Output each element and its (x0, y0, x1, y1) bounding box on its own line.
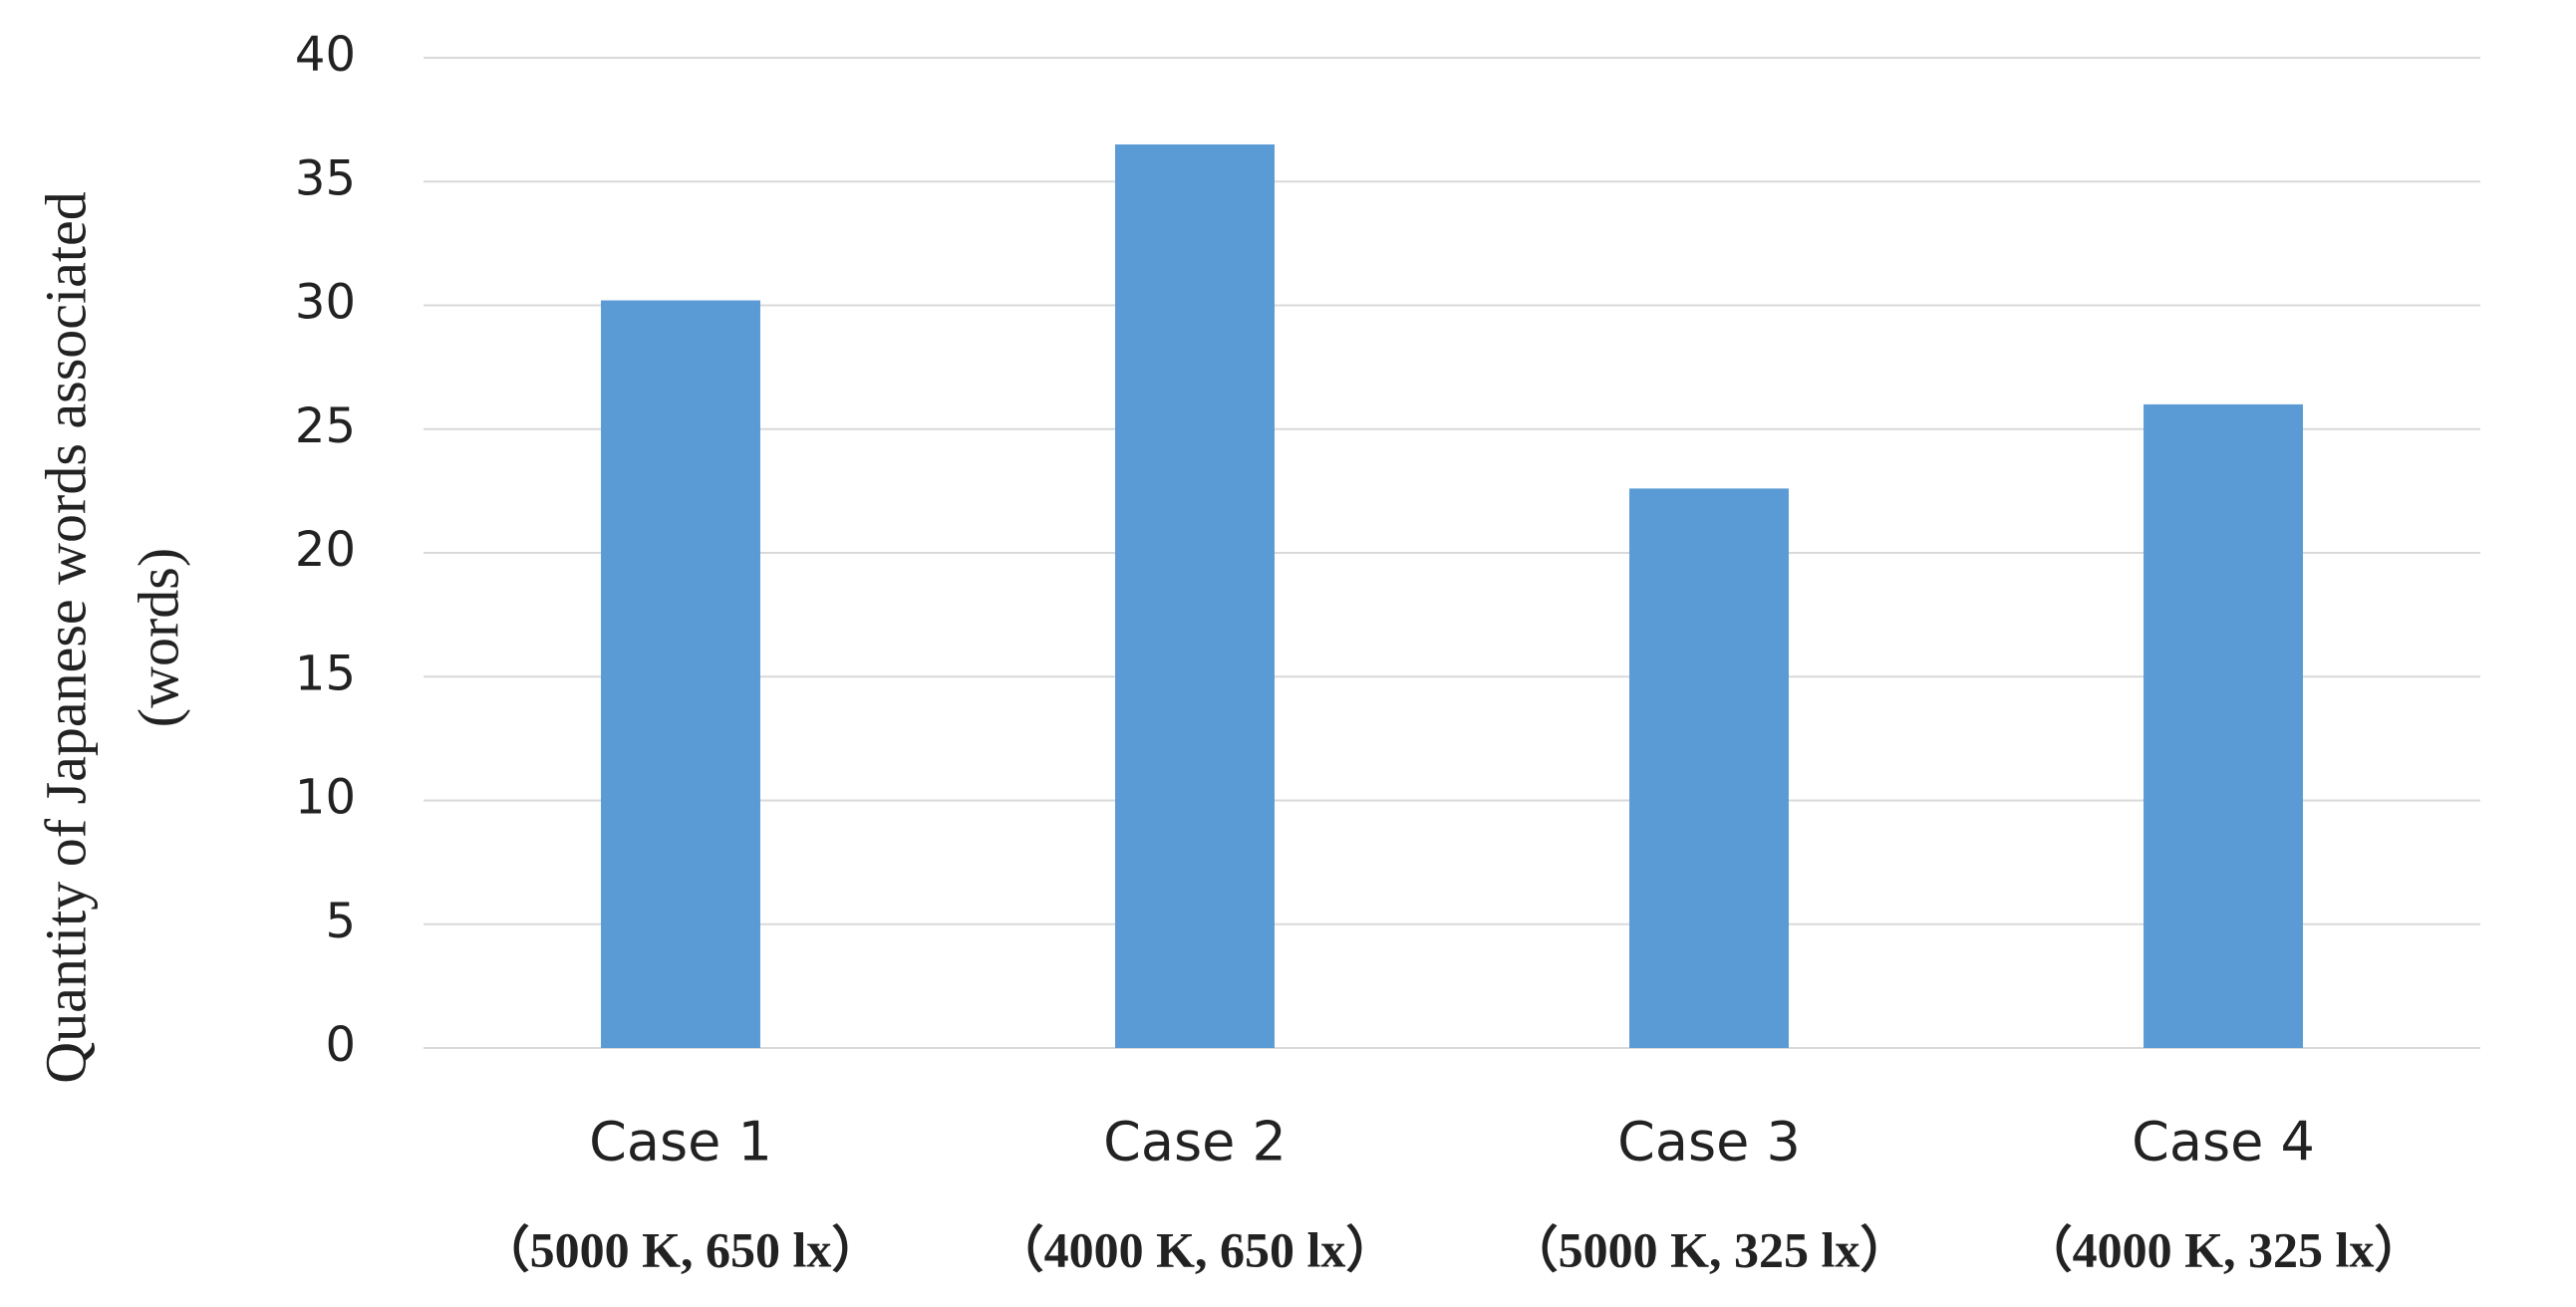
bar (2144, 403, 2303, 1048)
y-tick-label: 25 (295, 398, 356, 454)
y-axis-unit: (words) (126, 548, 190, 727)
y-tick-label: 0 (325, 1017, 356, 1073)
x-tick-label: Case 1 (589, 1111, 772, 1174)
y-tick-label: 10 (295, 770, 356, 826)
y-tick-label: 30 (295, 275, 356, 331)
y-axis-title: Quantity of Japanese words associated (33, 191, 98, 1084)
y-tick-label: 35 (295, 150, 356, 206)
x-tick-detail: （4000 K, 650 lx） (995, 1221, 1396, 1277)
y-tick-label: 20 (295, 522, 356, 578)
y-tick-label: 15 (295, 646, 356, 701)
x-tick-detail: （5000 K, 325 lx） (1509, 1221, 1910, 1277)
x-tick-detail: （4000 K, 325 lx） (2023, 1221, 2425, 1277)
bar (1629, 488, 1789, 1048)
x-tick-label: Case 3 (1617, 1111, 1801, 1174)
y-tick-label: 40 (295, 27, 356, 83)
x-tick-detail: （5000 K, 650 lx） (480, 1221, 882, 1277)
x-tick-label: Case 4 (2132, 1111, 2315, 1174)
bar (601, 300, 760, 1048)
x-tick-label: Case 2 (1103, 1111, 1287, 1174)
y-tick-label: 5 (325, 894, 356, 949)
bar (1115, 143, 1275, 1049)
